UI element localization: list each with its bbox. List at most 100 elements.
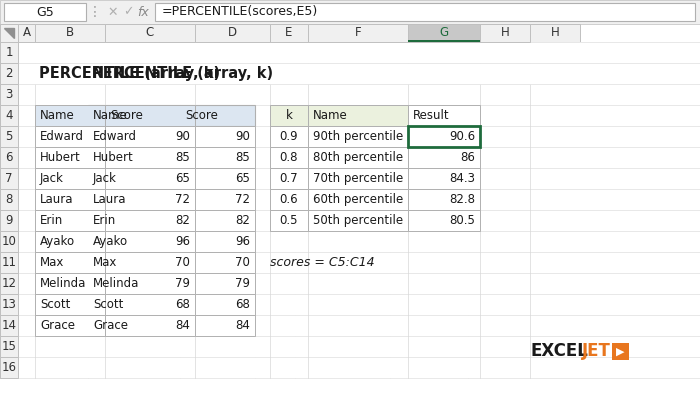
Bar [308, 168, 408, 189]
Text: 8: 8 [6, 193, 13, 206]
Text: F: F [426, 26, 433, 40]
Bar [18, 42, 700, 63]
Text: 1: 1 [6, 46, 13, 59]
Bar [35, 126, 105, 147]
Text: 1: 1 [6, 46, 13, 59]
Text: 85: 85 [175, 151, 190, 164]
Bar [105, 273, 195, 294]
Text: 6: 6 [6, 151, 13, 164]
Bar [270, 24, 308, 42]
Bar [35, 105, 105, 126]
Text: G: G [440, 26, 449, 40]
Text: Name: Name [93, 109, 127, 122]
Bar [35, 189, 105, 210]
Bar [18, 105, 700, 126]
Bar [0, 357, 18, 378]
Text: H: H [551, 26, 559, 40]
Text: 15: 15 [1, 340, 16, 353]
Text: 65: 65 [175, 172, 190, 185]
Text: 14: 14 [1, 319, 17, 332]
Text: 0.7: 0.7 [280, 172, 298, 185]
Bar [308, 147, 408, 168]
Text: Edward: Edward [93, 130, 137, 143]
Text: PERCENTILE (array, k): PERCENTILE (array, k) [39, 66, 220, 81]
Text: Grace: Grace [40, 319, 75, 332]
Bar [88, 105, 180, 126]
Text: ✓: ✓ [122, 6, 133, 18]
Bar [18, 168, 700, 189]
Text: scores = C5:C14: scores = C5:C14 [270, 256, 374, 269]
Text: k: k [286, 109, 293, 122]
Text: Name: Name [313, 109, 348, 122]
Text: 68: 68 [235, 298, 250, 311]
Bar [0, 189, 18, 210]
Bar [18, 252, 700, 273]
Text: Grace: Grace [93, 319, 128, 332]
Text: 79: 79 [235, 277, 250, 290]
Text: 80th percentile: 80th percentile [313, 151, 403, 164]
Text: Laura: Laura [40, 193, 74, 206]
Text: 10: 10 [1, 235, 16, 248]
Text: Melinda: Melinda [93, 277, 139, 290]
Bar [0, 105, 18, 126]
Bar [0, 294, 18, 315]
Bar [0, 336, 18, 357]
Bar [18, 24, 35, 42]
Text: Max: Max [93, 256, 118, 269]
Bar [295, 24, 390, 42]
Bar [18, 315, 700, 336]
Bar [105, 210, 195, 231]
Bar [195, 24, 270, 42]
Text: 9: 9 [6, 214, 13, 227]
Bar [408, 40, 480, 42]
Text: 90: 90 [175, 130, 190, 143]
Text: 4: 4 [6, 109, 13, 122]
Bar [0, 24, 18, 42]
Bar [0, 294, 18, 315]
Bar [0, 0, 700, 24]
Bar [18, 315, 700, 336]
Text: 84.3: 84.3 [449, 172, 475, 185]
Text: Jack: Jack [93, 172, 117, 185]
Bar [88, 189, 180, 210]
Bar [408, 147, 480, 168]
Text: 70: 70 [175, 256, 190, 269]
Bar [105, 189, 195, 210]
Bar [105, 315, 195, 336]
Text: 16: 16 [1, 361, 17, 374]
Bar [480, 24, 530, 42]
Text: A: A [49, 26, 57, 40]
Bar [4, 3, 86, 21]
Text: 2: 2 [6, 67, 13, 80]
Text: Score: Score [110, 109, 143, 122]
Bar [35, 24, 105, 42]
Text: 65: 65 [235, 172, 250, 185]
Text: 96: 96 [175, 235, 190, 248]
Bar [18, 357, 700, 378]
Text: F: F [355, 26, 361, 40]
Text: Hubert: Hubert [93, 151, 134, 164]
Bar [308, 24, 408, 42]
Bar [468, 40, 530, 42]
Bar [0, 168, 18, 189]
Bar [88, 24, 180, 42]
Bar [308, 126, 408, 147]
Bar [35, 147, 105, 168]
Bar [35, 273, 105, 294]
Bar [0, 84, 18, 105]
Text: 9: 9 [6, 214, 13, 227]
Bar [0, 147, 18, 168]
Bar [105, 24, 195, 42]
Bar [18, 336, 700, 357]
Bar [408, 126, 480, 147]
Bar [180, 315, 255, 336]
Bar [105, 147, 195, 168]
Bar [0, 336, 18, 357]
Text: 84: 84 [175, 319, 190, 332]
Text: EXCEL: EXCEL [530, 342, 588, 360]
Text: 0.9: 0.9 [280, 130, 298, 143]
Text: 82: 82 [175, 214, 190, 227]
Bar [180, 147, 255, 168]
Bar [155, 3, 695, 21]
Text: Name: Name [40, 109, 75, 122]
